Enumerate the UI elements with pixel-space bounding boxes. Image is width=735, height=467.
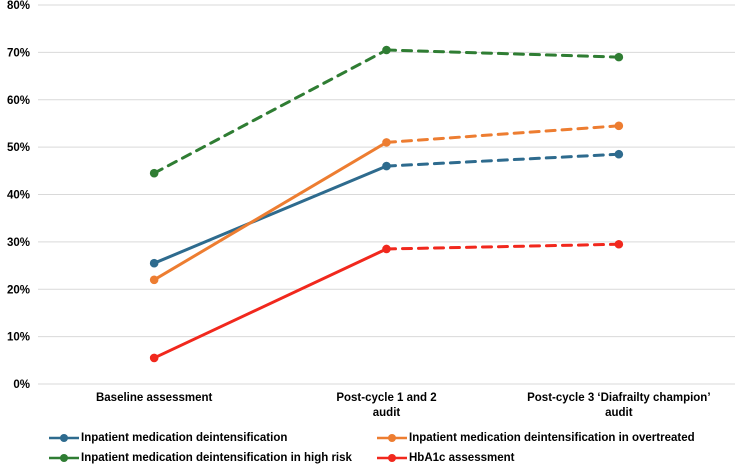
series-line-segment xyxy=(385,242,621,251)
x-axis-category-label: Post-cycle 3 ‘Diafrailty champion’ audit xyxy=(527,392,710,419)
y-axis-tick-label: 80% xyxy=(7,0,30,12)
chart-legend: Inpatient medication deintensification I… xyxy=(48,428,695,467)
data-point-marker xyxy=(149,168,159,178)
y-axis-tick-label: 50% xyxy=(7,142,30,154)
y-axis-tick-label: 40% xyxy=(7,190,30,202)
data-point-marker xyxy=(382,161,391,171)
series-line-segment xyxy=(152,48,388,175)
series-line-segment xyxy=(152,164,388,265)
data-point-marker xyxy=(149,353,159,363)
legend-line-marker-icon xyxy=(49,434,79,442)
series-line-segment xyxy=(152,247,388,360)
data-point-marker xyxy=(382,138,391,147)
legend-label: Inpatient medication deintensification i… xyxy=(81,452,352,464)
y-axis-tick-label: 10% xyxy=(7,332,30,344)
legend-label: HbA1c assessment xyxy=(409,452,515,464)
line-chart: 0% 10% 20% 30% 40% 50% 60% 70% 80% Baseline asses… xyxy=(7,0,735,419)
data-point-marker xyxy=(614,239,624,249)
y-axis-tick-label: 30% xyxy=(7,237,30,249)
legend-label: Inpatient medication deintensification i… xyxy=(409,432,695,444)
legend-item-inpatient-medication-deintensification-in-high-risk: Inpatient medication deintensification i… xyxy=(48,452,376,464)
legend-item-inpatient-medication-deintensification: Inpatient medication deintensification xyxy=(48,432,376,444)
series-line-segment xyxy=(152,140,388,282)
y-axis-tick-label: 70% xyxy=(7,47,30,59)
series-line-segment xyxy=(385,152,621,168)
x-axis-category-label: Post-cycle 1 and 2 audit xyxy=(336,392,436,419)
legend-line-marker-icon xyxy=(377,454,407,462)
data-point-marker xyxy=(614,149,624,159)
legend-item-inpatient-medication-deintensification-in-overtreated: Inpatient medication deintensification i… xyxy=(376,432,695,444)
x-axis-category-label: Baseline assessment xyxy=(96,392,213,404)
data-point-marker xyxy=(382,244,391,254)
y-axis-tick-label: 60% xyxy=(7,95,30,107)
y-axis-tick-label: 0% xyxy=(13,379,30,391)
legend-label: Inpatient medication deintensification xyxy=(81,432,288,444)
data-point-marker xyxy=(149,275,159,285)
series-line-segment xyxy=(385,124,621,144)
series-line-segment xyxy=(385,48,621,59)
y-axis-tick-label: 20% xyxy=(7,284,30,296)
legend-line-marker-icon xyxy=(377,434,407,442)
data-point-marker xyxy=(614,52,624,62)
legend-item-hba1c-assessment: HbA1c assessment xyxy=(376,452,695,464)
data-point-marker xyxy=(149,258,159,268)
data-point-marker xyxy=(382,45,391,55)
legend-line-marker-icon xyxy=(49,454,79,462)
data-point-marker xyxy=(614,121,624,131)
